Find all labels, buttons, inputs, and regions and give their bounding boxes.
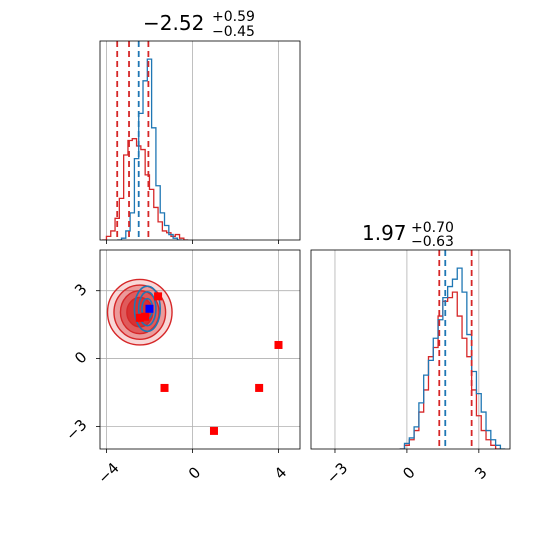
panel-bottom-right-tick-label-x: 0 (399, 463, 418, 482)
panel-bottom-right-frame (310, 249, 511, 450)
panel-bottom-right-histogram: −3 0 3 (310, 249, 511, 487)
panel-top-left-frame (99, 40, 301, 241)
panel-bottom-left-scatter-point (209, 426, 218, 435)
panel-bottom-left-scatter-point (160, 383, 169, 392)
panel-bottom-left-scatter-point (135, 313, 144, 322)
panel-bottom-left-tick-label-y: 0 (71, 348, 90, 367)
panel-bottom-left-tick-label-x: 0 (185, 463, 204, 482)
panel-bottom-left-tick-label-y: 3 (71, 280, 90, 299)
title-top-left-sup: +0.59 (212, 9, 255, 25)
panel-bottom-left-plot-area (106, 278, 283, 435)
panel-top-left-hist-series-0 (102, 138, 189, 240)
panel-top-left-plot-area (102, 41, 189, 240)
panel-bottom-left-frame (99, 249, 301, 450)
panel-bottom-right-plot-area (399, 250, 506, 449)
panel-bottom-left-scatter-point (154, 292, 163, 301)
panel-bottom-right-tick-label-x: −3 (323, 459, 351, 487)
panel-bottom-right-tick-label-x: 3 (471, 463, 490, 482)
title-top-left: −2.52 +0.59 −0.45 (143, 9, 255, 40)
panel-bottom-left-scatter-point (255, 383, 264, 392)
panel-bottom-left-blue-contour (137, 291, 157, 327)
panel-bottom-left-blue-contour (133, 285, 162, 333)
panel-bottom-right-hist-series-0 (399, 291, 501, 449)
title-bottom-right-main: 1.97 (362, 221, 407, 245)
panel-bottom-left-scatter-point (141, 312, 150, 321)
title-bottom-right: 1.97 +0.70 −0.63 (362, 220, 454, 250)
title-bottom-right-sup: +0.70 (411, 220, 454, 236)
panel-bottom-left-scatter-point (145, 304, 154, 313)
panel-bottom-left-tick-label-x: 4 (271, 463, 290, 482)
title-top-left-sub: −0.45 (212, 24, 255, 40)
panel-bottom-left-tick-label-y: −3 (62, 416, 90, 444)
panel-bottom-right-hist-series-1 (399, 267, 506, 449)
title-bottom-right-sub: −0.63 (411, 234, 454, 250)
title-top-left-main: −2.52 (143, 11, 204, 35)
panel-top-left-hist-series-1 (117, 58, 182, 240)
panel-top-left-histogram (99, 40, 301, 244)
panel-bottom-left-scatter: −4 0 4 3 0 −3 (62, 249, 301, 487)
panel-bottom-left-scatter-point (274, 340, 283, 349)
panel-bottom-left-tick-label-x: −4 (94, 459, 122, 487)
